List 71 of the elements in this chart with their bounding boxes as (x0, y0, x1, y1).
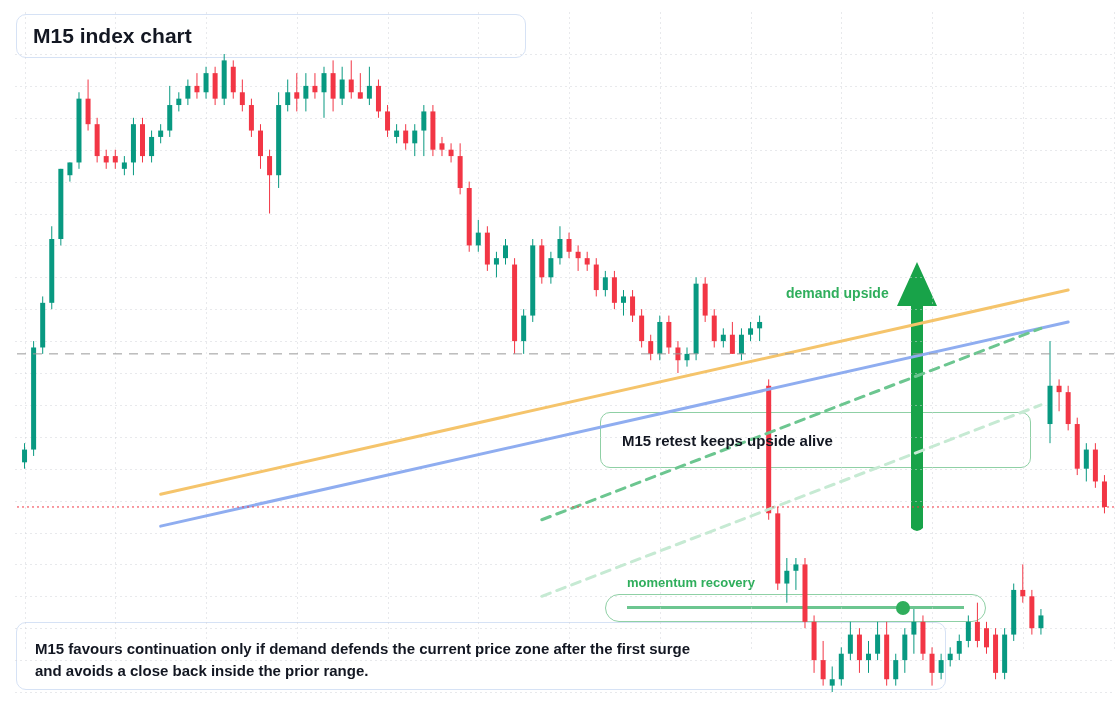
candlestick (149, 130, 155, 163)
candlestick (1020, 563, 1026, 604)
candlestick (112, 149, 118, 170)
candlestick (366, 66, 372, 106)
candlestick (875, 621, 881, 661)
candlestick (983, 621, 989, 655)
candlestick (847, 621, 853, 661)
candlestick (1038, 608, 1044, 636)
candlestick (974, 602, 980, 648)
candlestick (1056, 378, 1062, 412)
candlestick (285, 79, 291, 112)
candlestick (947, 646, 953, 667)
candlestick (493, 251, 499, 278)
candlestick (267, 149, 273, 214)
candlestick (185, 79, 191, 106)
candlestick (548, 251, 554, 285)
candlestick (738, 327, 744, 361)
candlestick (339, 66, 345, 106)
candlestick (557, 225, 563, 266)
annotation: momentum recovery (627, 575, 755, 590)
candlestick (203, 66, 209, 100)
candlestick (784, 557, 790, 604)
candlestick (412, 123, 418, 157)
candlestick (829, 665, 835, 693)
candlestick (720, 327, 726, 348)
candlestick (757, 315, 763, 342)
candlestick (729, 321, 735, 355)
candlestick (439, 136, 445, 157)
candlestick (956, 634, 962, 661)
annotation: M15 favours continuation only if demand defends the current price zone after the first surge and avoids a close back inside the prior range. (35, 639, 692, 681)
chart-title: M15 index chart (33, 24, 193, 48)
candlestick (793, 557, 799, 591)
candlestick (312, 72, 318, 100)
candlestick (575, 244, 581, 272)
candlestick (121, 155, 127, 176)
candlestick (239, 79, 245, 112)
candlestick (158, 123, 164, 144)
candlestick (475, 219, 481, 253)
candlestick (911, 608, 917, 655)
candlestick (103, 149, 109, 170)
candlestick (584, 251, 590, 272)
candlestick (194, 72, 200, 100)
candlestick (602, 270, 608, 297)
candlestick (321, 66, 327, 119)
candlestick (965, 614, 971, 648)
candlestick (503, 238, 509, 266)
candlestick (448, 142, 454, 163)
candlestick (929, 646, 935, 687)
candlestick (1083, 442, 1089, 482)
candlestick (620, 289, 626, 317)
candlestick (421, 104, 427, 157)
candlestick (394, 123, 400, 144)
candlestick (22, 442, 28, 470)
candlestick (348, 59, 354, 100)
candlestick (303, 72, 309, 112)
candlestick (176, 91, 182, 112)
candlestick (294, 72, 300, 112)
candlestick (866, 640, 872, 674)
candlestick (67, 161, 73, 183)
candlestick (938, 653, 944, 680)
candlestick (630, 289, 636, 323)
candlestick (385, 104, 391, 138)
candlestick (684, 346, 690, 368)
candlestick (648, 334, 654, 361)
candlestick (748, 321, 754, 342)
candlestick (403, 123, 409, 151)
candlestick (893, 653, 899, 687)
candlestick (566, 232, 572, 259)
candlestick (357, 72, 363, 100)
candlestick (820, 640, 826, 687)
annotation: demand upside (786, 285, 889, 301)
